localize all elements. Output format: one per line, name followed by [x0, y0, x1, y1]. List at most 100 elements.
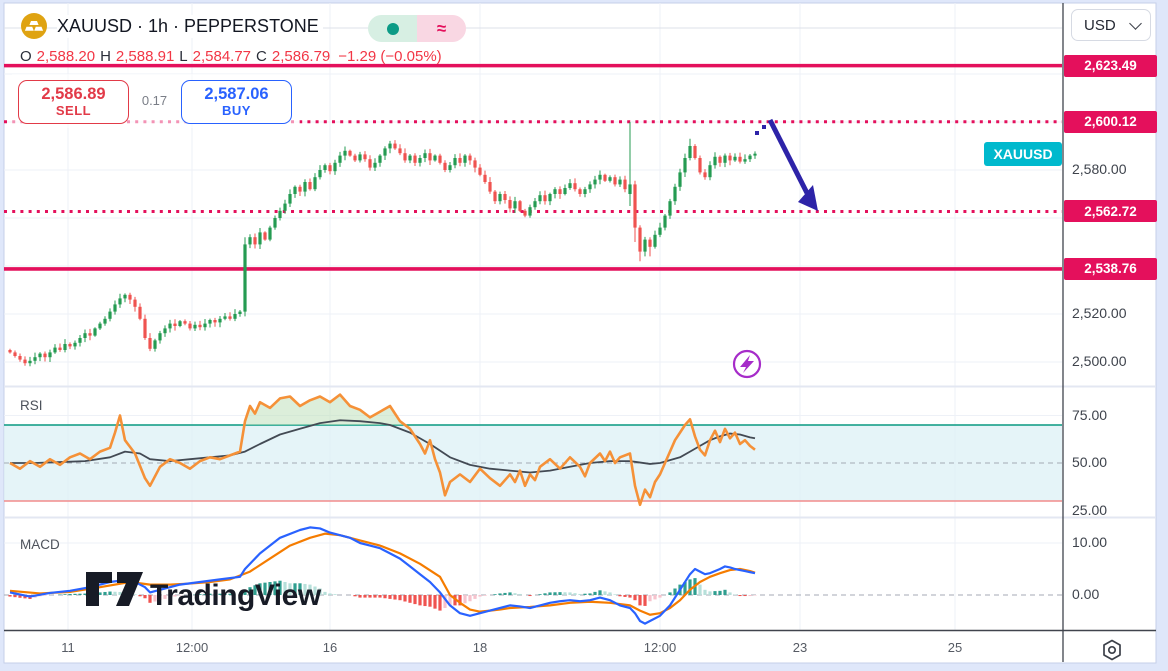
macd-histogram-bar [413, 595, 417, 605]
price-level-lines[interactable] [4, 63, 1062, 271]
macd-histogram-bar [298, 583, 302, 595]
time-axis-label: 18 [472, 640, 488, 655]
macd-histogram-bar [18, 595, 22, 598]
macd-histogram-bar [423, 595, 427, 607]
tradingview-wordmark: TradingView [150, 579, 322, 612]
sell-price: 2,586.89 [41, 85, 106, 104]
macd-histogram-bar [358, 595, 362, 598]
macd-histogram-bar [133, 594, 137, 595]
macd-histogram-bar [698, 584, 702, 595]
sell-button[interactable]: 2,586.89 SELL [18, 80, 129, 124]
macd-histogram-bar [398, 595, 402, 601]
macd-histogram-bar [403, 595, 407, 602]
symbol-title[interactable]: XAUUSD · 1h · PEPPERSTONE [57, 14, 323, 38]
macd-histogram-bar [513, 593, 517, 595]
macd-histogram-bar [393, 595, 397, 600]
macd-histogram-bar [238, 595, 242, 597]
rsi-axis-label: 25.00 [1072, 501, 1108, 518]
macd-axis-label: 0.00 [1072, 586, 1100, 602]
macd-histogram-bar [138, 595, 142, 597]
macd-histogram-bar [613, 594, 617, 595]
macd-histogram-bar [508, 592, 512, 595]
macd-histogram-bar [308, 584, 312, 595]
macd-histogram-bar [753, 595, 757, 596]
price-level-badge[interactable]: 2,562.72 [1064, 200, 1157, 223]
rsi-panel-label[interactable]: RSI [20, 398, 43, 413]
macd-histogram-bar [608, 592, 612, 595]
macd-histogram-bar [23, 595, 27, 599]
rsi-line [9, 393, 756, 507]
flash-icon[interactable] [732, 349, 762, 379]
macd-histogram-bar [283, 582, 287, 595]
price-level-badge[interactable]: 2,600.12 [1064, 110, 1157, 133]
time-axis-label: 25 [947, 640, 963, 655]
macd-panel-label[interactable]: MACD [20, 537, 60, 552]
macd-histogram-bar [658, 595, 662, 598]
candles-series[interactable] [8, 122, 757, 367]
macd-histogram-bar [638, 595, 642, 606]
macd-histogram-bar [563, 592, 567, 595]
macd-histogram-bar [263, 582, 267, 595]
macd-histogram-bar [248, 587, 252, 595]
macd-histogram-bar [718, 590, 722, 595]
macd-histogram-bar [673, 588, 677, 595]
low-value: 2,584.77 [192, 48, 252, 65]
macd-histogram-bar [333, 594, 337, 595]
macd-histogram-bar [583, 593, 587, 595]
high-value: 2,588.91 [115, 48, 175, 65]
spread-value: 0.17 [141, 93, 168, 108]
macd-histogram-bar [468, 595, 472, 602]
macd-histogram-bar [433, 595, 437, 609]
buy-button[interactable]: 2,587.06 BUY [181, 80, 292, 124]
macd-histogram-bar [428, 595, 432, 607]
macd-histogram-bar [483, 595, 487, 596]
macd-histogram-bar [543, 593, 547, 595]
macd-histogram-bar [368, 595, 372, 598]
macd-histogram-bar [73, 593, 77, 595]
macd-histogram-bar [438, 595, 442, 611]
macd-histogram-bar [683, 582, 687, 595]
low-label: L [179, 48, 188, 65]
macd-histogram-bar [708, 591, 712, 595]
trend-arrow-drawing[interactable] [755, 118, 818, 211]
macd-histogram-bar [193, 594, 197, 595]
macd-histogram-bar [168, 595, 172, 598]
price-axis-label: 2,500.00 [1072, 353, 1127, 369]
macd-histogram-bar [113, 591, 117, 595]
price-axis-label: 2,580.00 [1072, 161, 1127, 177]
macd-histogram-bar [373, 595, 377, 598]
macd-axis-label: 10.00 [1072, 534, 1108, 550]
macd-histogram-bar [278, 580, 282, 595]
price-level-badge[interactable]: 2,623.49 [1064, 54, 1157, 77]
macd-histogram-bar [8, 595, 12, 597]
settings-icon[interactable] [1098, 636, 1126, 664]
macd-histogram-bar [733, 594, 737, 595]
market-open-dot-icon[interactable] [368, 15, 417, 42]
sell-label: SELL [55, 103, 92, 119]
market-status-pill[interactable]: ≈ [368, 15, 466, 42]
macd-histogram-bar [323, 591, 327, 595]
macd-histogram-bar [258, 583, 262, 595]
macd-histogram-bar [153, 595, 157, 602]
chevron-down-icon [1129, 16, 1142, 30]
macd-histogram-bar [273, 581, 277, 595]
macd-line [9, 526, 756, 625]
macd-histogram-bar [558, 592, 562, 595]
macd-histogram-bar [458, 595, 462, 606]
macd-histogram-bar [703, 589, 707, 595]
macd-histogram-bar [68, 593, 72, 595]
currency-selector[interactable]: USD [1071, 9, 1151, 41]
macd-histogram-bar [228, 593, 232, 595]
delayed-data-icon[interactable]: ≈ [417, 15, 466, 42]
macd-histogram-bar [738, 595, 742, 597]
macd-histogram-bar [178, 595, 182, 596]
macd-histogram-bar [528, 595, 532, 597]
macd-histogram-bar [223, 593, 227, 595]
macd-histogram-bar [598, 590, 602, 595]
macd-histogram-bar [633, 595, 637, 601]
currency-value: USD [1084, 16, 1116, 34]
price-level-badge[interactable]: 2,538.76 [1064, 257, 1157, 280]
time-axis-label: 12:00 [643, 640, 677, 655]
